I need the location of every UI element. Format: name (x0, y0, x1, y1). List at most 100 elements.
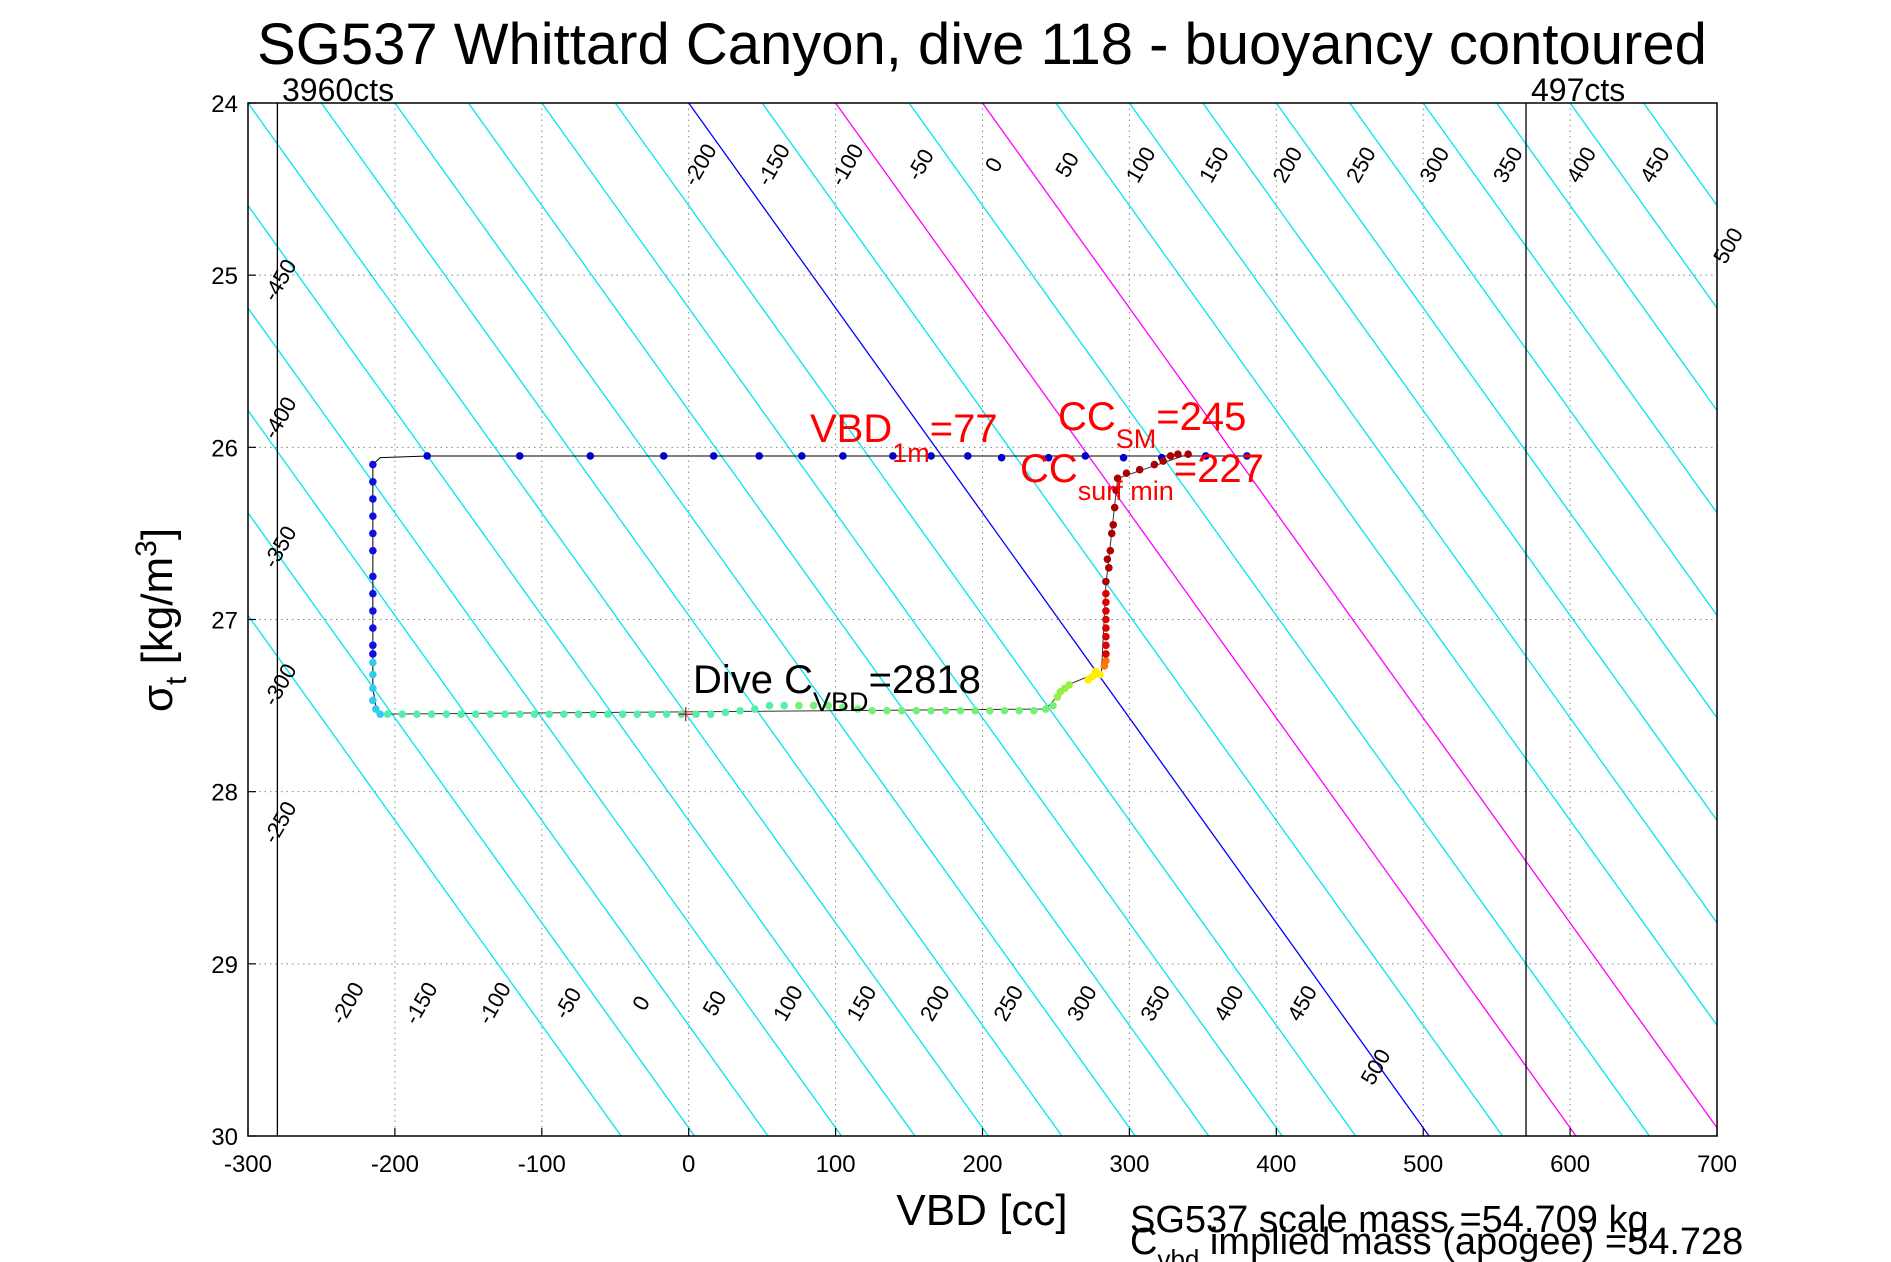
data-point (369, 624, 377, 632)
data-point (1112, 486, 1120, 495)
contour-line (1422, 103, 1717, 515)
data-point (1243, 452, 1251, 460)
data-point (1041, 705, 1050, 713)
data-point (795, 701, 803, 710)
y-axis-label: σt [kg/m3] (130, 528, 193, 712)
data-point (1166, 452, 1175, 460)
annotation-dive-c-vbd: Dive CVBD=2818 (693, 658, 981, 717)
plot-background (248, 103, 1717, 1136)
data-point (824, 701, 833, 710)
data-point (376, 710, 385, 718)
contour-line (467, 103, 1210, 1136)
data-point (986, 706, 994, 715)
x-axis-label: VBD [cc] (896, 1186, 1067, 1235)
x-tick-label: -200 (371, 1151, 419, 1178)
data-point (545, 710, 553, 718)
trace-line (372, 455, 1247, 715)
data-point (1065, 681, 1073, 689)
data-point (515, 452, 524, 460)
y-tick-label: 27 (211, 608, 238, 635)
x-tick-label: 700 (1697, 1151, 1737, 1178)
count-limit-lines (276, 103, 1527, 1136)
data-point (1106, 546, 1115, 555)
contour-line (320, 103, 1063, 1136)
data-point (471, 710, 480, 718)
x-tick-label: 100 (816, 1151, 856, 1178)
data-point (398, 710, 407, 718)
data-point (423, 452, 432, 460)
data-point (1122, 469, 1131, 477)
data-point (560, 710, 568, 718)
y-axis-ticks: 24 25 26 27 28 29 30 (211, 91, 256, 1151)
contour-line (1496, 103, 1717, 412)
data-point (662, 710, 671, 718)
contour-line (248, 409, 769, 1136)
data-point (721, 708, 730, 717)
annotation-vbd-1m: VBD1m=77 (810, 407, 998, 468)
data-point (1102, 589, 1110, 598)
x-tick-label: 500 (1403, 1151, 1443, 1178)
data-point (1102, 641, 1110, 650)
contour-line (835, 103, 1577, 1136)
contour-line (1569, 103, 1717, 310)
contour-line (394, 103, 1136, 1136)
data-point (1102, 624, 1110, 632)
data-point (1000, 706, 1009, 715)
y-tick-label: 30 (211, 1124, 238, 1151)
data-point (589, 710, 598, 718)
data-point (1110, 503, 1119, 512)
data-point (927, 452, 935, 460)
annotation-cc-sm: CCSM=245 (1058, 395, 1246, 454)
data-point (1102, 607, 1110, 615)
data-point (897, 706, 906, 715)
data-point (486, 710, 495, 718)
x-tick-label: 0 (682, 1151, 695, 1178)
data-point (369, 641, 377, 650)
y-tick-label: 25 (211, 263, 238, 290)
contour-line (1128, 103, 1717, 924)
x-tick-label: 200 (962, 1151, 1002, 1178)
data-point (369, 589, 377, 598)
y-tick-label: 29 (211, 952, 238, 979)
data-point (369, 696, 377, 705)
data-point (383, 710, 392, 718)
buoyancy-contours (248, 103, 1717, 1136)
data-point (369, 607, 377, 615)
contour-line (1202, 103, 1717, 822)
contour-line (1055, 103, 1717, 1027)
data-point (809, 701, 818, 710)
data-point (501, 710, 509, 718)
data-point (1113, 474, 1122, 483)
data-point (574, 710, 583, 718)
data-point (413, 710, 421, 718)
data-point (369, 477, 377, 486)
x-tick-label: -300 (224, 1151, 272, 1178)
data-point (1044, 453, 1053, 462)
data-point (1174, 450, 1182, 459)
data-point (1102, 577, 1110, 586)
footer-implied-mass: Cvbd implied mass (apogee) =54.728 (1130, 1221, 1743, 1262)
data-point (709, 452, 718, 460)
contour-line (981, 103, 1717, 1129)
chart-title: SG537 Whittard Canyon, dive 118 - buoyan… (257, 12, 1707, 77)
data-point (1102, 632, 1110, 641)
data-point (1102, 657, 1110, 665)
data-point (648, 710, 656, 718)
y-tick-label: 24 (211, 91, 238, 118)
data-point (586, 452, 595, 460)
contour-line (761, 103, 1504, 1136)
data-point (442, 710, 451, 718)
data-point (1184, 450, 1192, 459)
data-point (997, 453, 1006, 462)
data-point (839, 452, 847, 460)
data-point (1102, 598, 1110, 607)
data-point (751, 705, 759, 713)
data-point (1081, 452, 1090, 460)
data-point (927, 706, 935, 715)
data-point (369, 495, 377, 503)
data-point (868, 706, 877, 715)
data-point (883, 706, 891, 715)
data-point (956, 706, 965, 715)
data-point (369, 650, 377, 658)
x-tick-label: 600 (1550, 1151, 1590, 1178)
